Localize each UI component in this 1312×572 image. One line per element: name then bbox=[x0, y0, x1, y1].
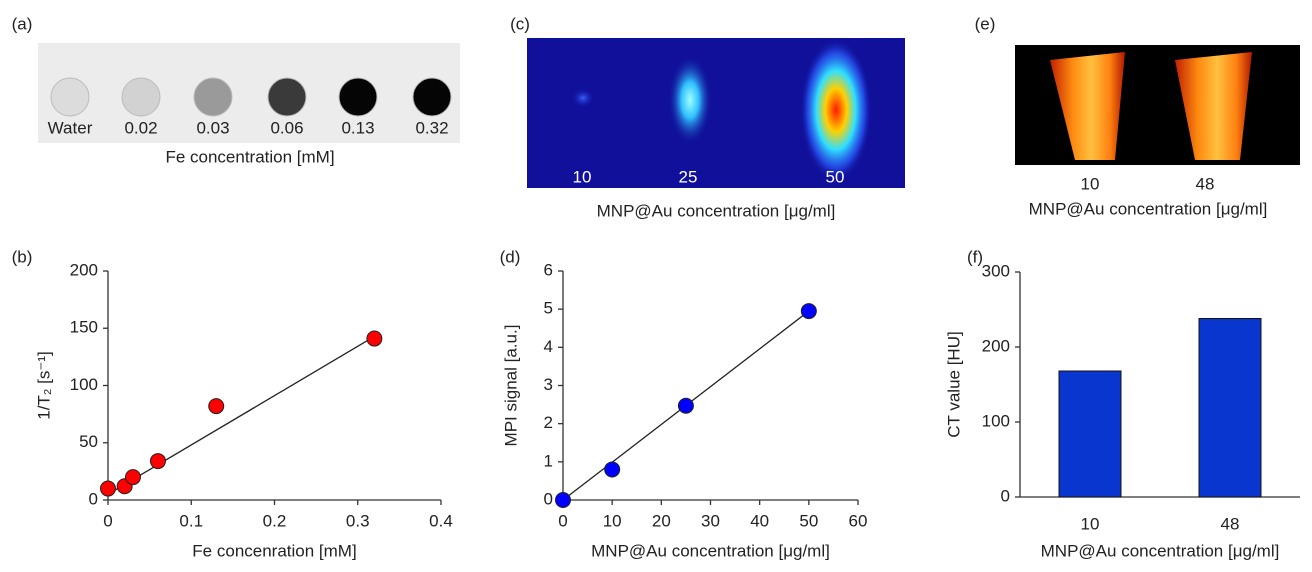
y-axis-title: CT value [HU] bbox=[944, 331, 963, 437]
image-caption: MNP@Au concentration [μg/ml] bbox=[597, 201, 836, 220]
panel-label: (e) bbox=[975, 14, 996, 33]
x-tick-label: 0.1 bbox=[179, 511, 203, 530]
y-tick-label: 0 bbox=[89, 489, 98, 508]
y-tick-label: 100 bbox=[70, 375, 98, 394]
y-axis-title: 1/T₂ [s⁻¹] bbox=[34, 351, 53, 419]
ct-tubes bbox=[1050, 52, 1252, 160]
y-tick-label: 3 bbox=[544, 375, 553, 394]
x-tick-label: 40 bbox=[750, 511, 769, 530]
panel-label: (a) bbox=[12, 14, 33, 33]
bar bbox=[1198, 318, 1262, 498]
x-tick-label: 30 bbox=[701, 511, 720, 530]
x-tick-label: 0.3 bbox=[346, 511, 370, 530]
mpi-hotspots bbox=[571, 38, 872, 182]
x-tick-label: 0.4 bbox=[429, 511, 453, 530]
sample-label: 10 bbox=[573, 167, 592, 186]
panel-label: (c) bbox=[510, 14, 530, 33]
y-tick-label: 300 bbox=[982, 261, 1010, 280]
panel-label: (f) bbox=[967, 247, 983, 266]
phantom-background bbox=[38, 43, 460, 143]
y-tick-label: 200 bbox=[70, 260, 98, 279]
y-tick-label: 6 bbox=[544, 260, 553, 279]
y-tick-label: 0 bbox=[544, 489, 553, 508]
data-point bbox=[124, 469, 141, 486]
panel-label: (b) bbox=[12, 247, 33, 266]
x-axis-title: MNP@Au concentration [μg/ml] bbox=[591, 541, 830, 560]
data-point bbox=[677, 397, 694, 414]
phantom-wells bbox=[50, 77, 452, 117]
data-point bbox=[149, 453, 166, 470]
x-tick-label: 48 bbox=[1221, 514, 1240, 533]
y-tick-label: 2 bbox=[544, 413, 553, 432]
x-tick-label: 0.2 bbox=[263, 511, 287, 530]
x-axis-title: Fe concenration [mM] bbox=[192, 541, 356, 560]
y-tick-label: 5 bbox=[544, 299, 553, 318]
y-tick-label: 50 bbox=[79, 432, 98, 451]
sample-label: 0.02 bbox=[124, 118, 157, 137]
y-tick-label: 4 bbox=[544, 337, 553, 356]
sample-label: 0.03 bbox=[196, 118, 229, 137]
x-tick-label: 60 bbox=[849, 511, 868, 530]
data-point bbox=[604, 461, 621, 478]
x-tick-label: 10 bbox=[1081, 514, 1100, 533]
bar bbox=[1058, 370, 1122, 498]
data-point bbox=[555, 492, 571, 508]
sample-label: 0.13 bbox=[341, 118, 374, 137]
panel-label: (d) bbox=[500, 247, 521, 266]
y-tick-label: 200 bbox=[982, 336, 1010, 355]
data-point bbox=[366, 330, 383, 347]
x-tick-label: 50 bbox=[799, 511, 818, 530]
x-tick-label: 0 bbox=[558, 511, 567, 530]
y-tick-label: 1 bbox=[544, 451, 553, 470]
x-tick-label: 10 bbox=[603, 511, 622, 530]
data-point bbox=[800, 303, 817, 320]
sample-label: 48 bbox=[1196, 174, 1215, 193]
sample-label: 0.06 bbox=[270, 118, 303, 137]
x-axis-title: MNP@Au concentration [μg/ml] bbox=[1041, 541, 1280, 560]
y-tick-label: 150 bbox=[70, 318, 98, 337]
trendline bbox=[107, 333, 379, 495]
sample-label: 50 bbox=[826, 167, 845, 186]
x-tick-label: 0 bbox=[103, 511, 112, 530]
y-tick-label: 100 bbox=[982, 411, 1010, 430]
image-caption: Fe concentration [mM] bbox=[165, 147, 334, 166]
x-tick-label: 20 bbox=[652, 511, 671, 530]
sample-label: 10 bbox=[1081, 174, 1100, 193]
y-tick-label: 0 bbox=[1001, 486, 1010, 505]
sample-label: 0.32 bbox=[415, 118, 448, 137]
data-point bbox=[100, 480, 116, 497]
data-point bbox=[208, 398, 225, 415]
sample-label: Water bbox=[48, 118, 93, 137]
y-axis-title: MPI signal [a.u.] bbox=[501, 325, 520, 447]
sample-label: 25 bbox=[679, 167, 698, 186]
image-caption: MNP@Au concentration [μg/ml] bbox=[1029, 199, 1268, 218]
